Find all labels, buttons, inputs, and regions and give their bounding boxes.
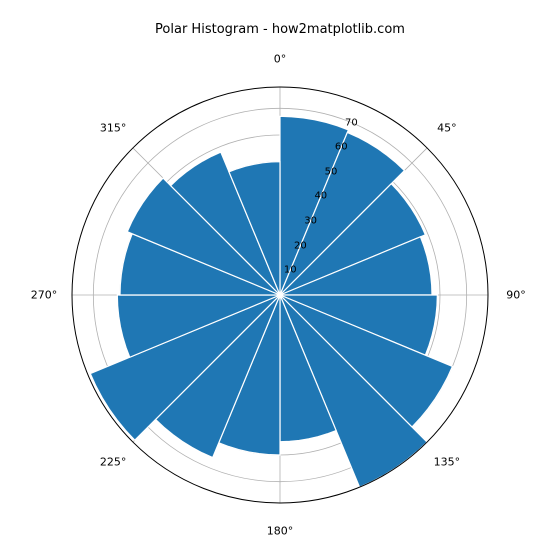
angle-tick-label: 90° xyxy=(506,289,526,302)
angle-tick-label: 0° xyxy=(274,53,287,66)
radial-tick-label: 10 xyxy=(284,265,297,276)
angle-tick-label: 45° xyxy=(437,122,457,135)
angle-tick-label: 135° xyxy=(434,455,461,468)
radial-tick-label: 50 xyxy=(325,166,338,177)
radial-tick-label: 60 xyxy=(335,142,348,153)
angle-tick-label: 270° xyxy=(31,289,58,302)
angle-tick-label: 315° xyxy=(100,122,127,135)
radial-tick-label: 20 xyxy=(294,240,307,251)
radial-tick-label: 40 xyxy=(314,191,327,202)
polar-plot xyxy=(0,0,560,560)
chart-container: Polar Histogram - how2matplotlib.com 0°4… xyxy=(0,0,560,560)
radial-tick-label: 30 xyxy=(304,216,317,227)
radial-tick-label: 70 xyxy=(345,117,358,128)
angle-tick-label: 225° xyxy=(100,455,127,468)
angle-tick-label: 180° xyxy=(267,525,294,538)
